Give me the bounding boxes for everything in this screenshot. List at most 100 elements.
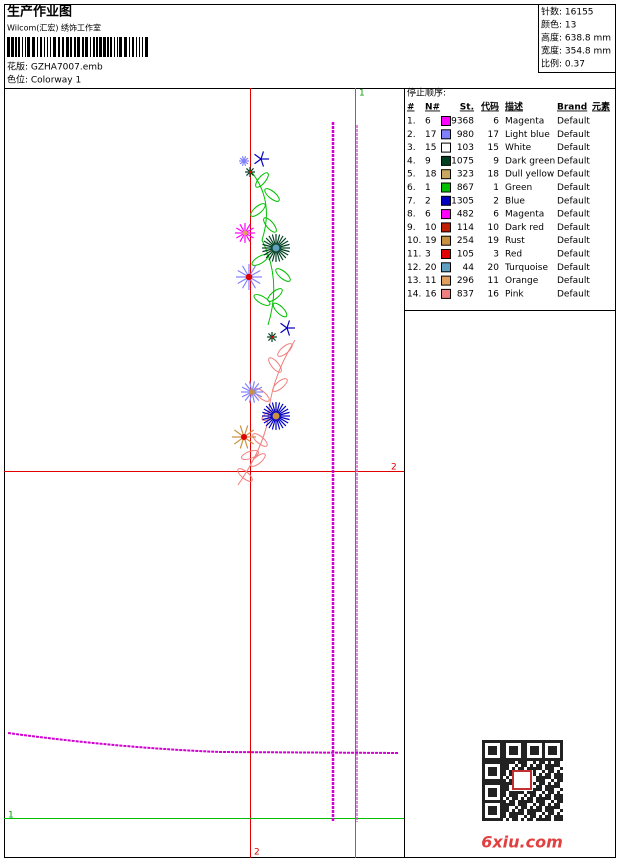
- qr-module: [557, 806, 560, 809]
- qr-module: [557, 758, 560, 761]
- qr-module: [488, 809, 491, 812]
- qr-module: [545, 767, 548, 770]
- qr-module: [554, 806, 557, 809]
- qr-module: [503, 740, 506, 743]
- qr-module: [500, 785, 503, 788]
- qr-module: [503, 752, 506, 755]
- qr-module: [548, 806, 551, 809]
- cell: 9.: [407, 223, 416, 233]
- qr-module: [515, 806, 518, 809]
- qr-module: [482, 797, 485, 800]
- qr-module: [515, 791, 518, 794]
- qr-module: [500, 740, 503, 743]
- qr-module: [503, 743, 506, 746]
- cell: Default: [557, 183, 590, 193]
- qr-module: [491, 809, 494, 812]
- qr-module: [560, 773, 563, 776]
- bar: [50, 37, 51, 57]
- qr-module: [530, 791, 533, 794]
- qr-module: [482, 788, 485, 791]
- qr-module: [500, 818, 503, 821]
- qr-module: [491, 806, 494, 809]
- qr-module: [521, 809, 524, 812]
- bar: [107, 37, 109, 57]
- qr-module: [482, 809, 485, 812]
- qr-module: [539, 773, 542, 776]
- cell: 837: [457, 289, 474, 299]
- leaf: [250, 453, 266, 467]
- cell: Default: [557, 289, 590, 299]
- qr-module: [521, 818, 524, 821]
- qr-module: [521, 806, 524, 809]
- qr-module: [548, 758, 551, 761]
- qr-module: [497, 779, 500, 782]
- marker: 2: [391, 463, 397, 473]
- qr-module: [524, 815, 527, 818]
- qr-module: [500, 791, 503, 794]
- qr-module: [488, 752, 491, 755]
- qr-module: [506, 785, 509, 788]
- flower-center: [242, 230, 248, 236]
- qr-module: [515, 746, 518, 749]
- qr-module: [512, 797, 515, 800]
- qr-module: [506, 761, 509, 764]
- qr-module: [500, 773, 503, 776]
- bar: [117, 37, 118, 57]
- qr-module: [506, 767, 509, 770]
- qr-module: [521, 758, 524, 761]
- qr-module: [557, 779, 560, 782]
- qr-module: [494, 791, 497, 794]
- qr-module: [551, 749, 554, 752]
- qr-module: [494, 758, 497, 761]
- qr-module: [509, 740, 512, 743]
- qr-module: [482, 767, 485, 770]
- qr-module: [497, 782, 500, 785]
- qr-module: [554, 764, 557, 767]
- qr-module: [554, 773, 557, 776]
- qr-module: [500, 803, 503, 806]
- cell: Dull yellow: [505, 170, 554, 180]
- qr-module: [485, 779, 488, 782]
- qr-module: [482, 800, 485, 803]
- swatch: [441, 209, 451, 220]
- qr-module: [518, 809, 521, 812]
- qr-module: [557, 761, 560, 764]
- stop-table: # N# St. 代码 描述 Brand 元素 1. 6 9368 6 Magenta Default 2…: [407, 101, 610, 300]
- qr-module: [506, 788, 509, 791]
- cell: 17: [488, 130, 499, 140]
- qr-module: [539, 740, 542, 743]
- qr-module: [560, 758, 563, 761]
- qr-module: [539, 806, 542, 809]
- barcode: [7, 37, 148, 57]
- qr-module: [533, 746, 536, 749]
- qr-module: [560, 743, 563, 746]
- qr-module: [557, 815, 560, 818]
- qr-module: [512, 791, 515, 794]
- bar: [18, 37, 20, 57]
- qr-module: [542, 812, 545, 815]
- qr-module: [503, 767, 506, 770]
- qr-module: [494, 788, 497, 791]
- qr-module: [512, 818, 515, 821]
- qr-module: [536, 797, 539, 800]
- qr-module: [488, 782, 491, 785]
- marker: 1: [8, 811, 14, 821]
- flower-center: [245, 273, 253, 281]
- qr-module: [542, 791, 545, 794]
- qr-module: [491, 770, 494, 773]
- leaf: [272, 378, 288, 392]
- qr-module: [521, 803, 524, 806]
- qr-module: [494, 740, 497, 743]
- qr-module: [503, 761, 506, 764]
- cell: 482: [457, 210, 474, 220]
- qr-module: [557, 812, 560, 815]
- cell: 20: [425, 263, 437, 273]
- bar: [47, 37, 48, 57]
- qr-module: [542, 782, 545, 785]
- bar: [124, 37, 127, 57]
- subtitle: Wilcom(汇宏) 绣饰工作室: [7, 23, 101, 33]
- qr-module: [512, 749, 515, 752]
- bar: [7, 37, 10, 57]
- qr-module: [512, 812, 515, 815]
- qr-module: [548, 752, 551, 755]
